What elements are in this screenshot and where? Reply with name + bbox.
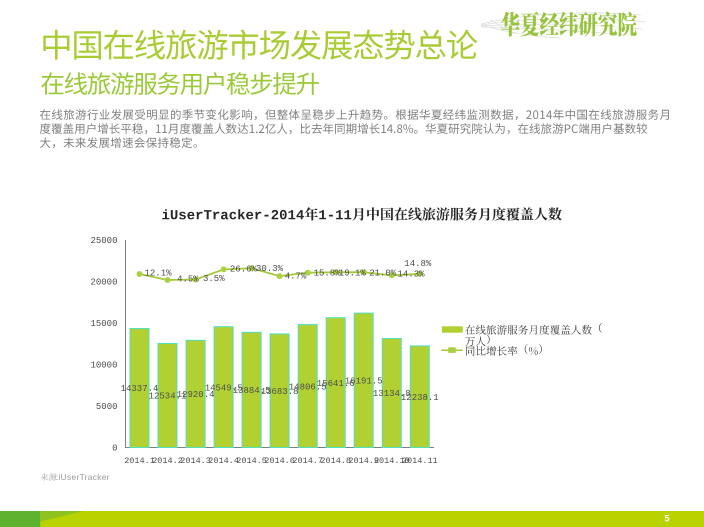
svg-text:13884.5: 13884.5 — [233, 386, 271, 396]
svg-text:15.8%: 15.8% — [314, 269, 342, 279]
svg-text:14.3%: 14.3% — [398, 270, 426, 280]
svg-text:4.5%: 4.5% — [177, 275, 199, 285]
svg-text:12238.1: 12238.1 — [401, 393, 439, 403]
svg-text:2014.5: 2014.5 — [236, 456, 267, 466]
svg-text:12.1%: 12.1% — [145, 269, 173, 279]
svg-text:5000: 5000 — [96, 402, 118, 412]
svg-text:14.8%: 14.8% — [404, 259, 432, 269]
svg-text:2014.6: 2014.6 — [264, 456, 295, 466]
svg-text:12534.1: 12534.1 — [149, 392, 187, 402]
svg-text:14549.5: 14549.5 — [205, 383, 243, 393]
svg-text:26.6%: 26.6% — [230, 265, 258, 275]
svg-text:13683.8: 13683.8 — [261, 387, 299, 397]
svg-text:16191.5: 16191.5 — [345, 377, 383, 387]
svg-text:20000: 20000 — [90, 278, 117, 288]
svg-text:2014.10: 2014.10 — [374, 456, 410, 466]
svg-text:15000: 15000 — [90, 319, 117, 329]
svg-text:2014.4: 2014.4 — [208, 456, 239, 466]
svg-text:10000: 10000 — [90, 361, 117, 371]
svg-text:30.3%: 30.3% — [256, 264, 284, 274]
svg-text:21.0%: 21.0% — [369, 268, 397, 278]
svg-text:14806.5: 14806.5 — [289, 382, 327, 392]
svg-text:15641.6: 15641.6 — [317, 379, 355, 389]
svg-text:4.7%: 4.7% — [285, 272, 307, 282]
svg-text::iUserTracker: :iUserTracker — [56, 472, 110, 482]
svg-text:13134.8: 13134.8 — [373, 389, 411, 399]
svg-text:2014.3: 2014.3 — [180, 456, 211, 466]
svg-text:3.5%: 3.5% — [203, 274, 225, 284]
svg-text:2014.7: 2014.7 — [292, 456, 323, 466]
svg-text:2014.9: 2014.9 — [348, 456, 379, 466]
svg-text:2014.8: 2014.8 — [320, 456, 351, 466]
svg-text:2014.11: 2014.11 — [402, 456, 438, 466]
svg-text:25000: 25000 — [90, 236, 117, 246]
svg-text:12920.4: 12920.4 — [177, 390, 215, 400]
svg-text:2014.1: 2014.1 — [124, 456, 155, 466]
svg-text:14337.4: 14337.4 — [121, 384, 159, 394]
svg-text:0: 0 — [112, 444, 117, 454]
svg-text:19.1%: 19.1% — [339, 269, 367, 279]
svg-text:5: 5 — [664, 514, 669, 524]
svg-text:2014.2: 2014.2 — [152, 456, 183, 466]
